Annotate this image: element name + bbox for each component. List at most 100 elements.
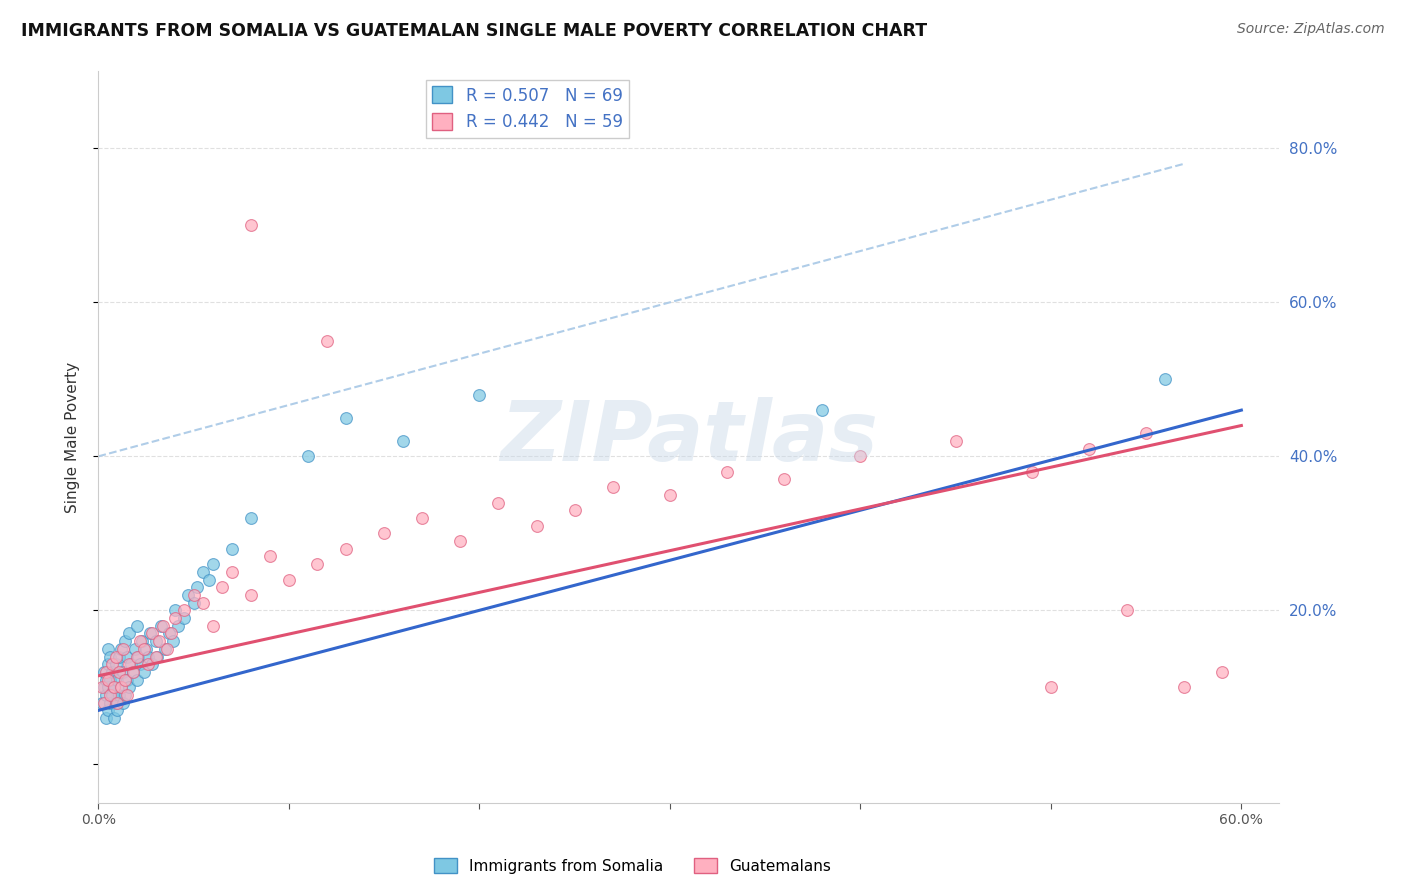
Point xyxy=(141,657,163,672)
Point xyxy=(97,641,120,656)
Point xyxy=(1116,603,1139,617)
Point xyxy=(110,681,132,695)
Point xyxy=(211,580,233,594)
Point xyxy=(146,649,169,664)
Point xyxy=(1135,426,1157,441)
Point xyxy=(148,634,170,648)
Point xyxy=(849,450,872,464)
Point xyxy=(1021,465,1043,479)
Point xyxy=(221,565,243,579)
Point xyxy=(93,696,115,710)
Point xyxy=(97,703,120,717)
Point xyxy=(163,603,186,617)
Point xyxy=(1211,665,1233,679)
Point xyxy=(239,219,262,233)
Point xyxy=(93,665,115,679)
Point xyxy=(107,673,129,687)
Point xyxy=(335,410,357,425)
Point xyxy=(104,649,127,664)
Point xyxy=(259,549,281,564)
Point xyxy=(118,626,141,640)
Point xyxy=(193,596,215,610)
Point xyxy=(811,403,834,417)
Point xyxy=(135,641,157,656)
Point xyxy=(103,681,125,695)
Point xyxy=(112,665,135,679)
Point xyxy=(239,588,262,602)
Point xyxy=(198,573,221,587)
Point xyxy=(157,626,180,640)
Point xyxy=(125,649,148,664)
Point xyxy=(120,657,142,672)
Point xyxy=(145,634,167,648)
Point xyxy=(121,665,143,679)
Point xyxy=(136,649,159,664)
Point xyxy=(98,696,121,710)
Point xyxy=(139,626,162,640)
Point xyxy=(316,334,339,348)
Point xyxy=(183,596,205,610)
Point xyxy=(125,673,148,687)
Point xyxy=(121,665,143,679)
Point xyxy=(159,626,181,640)
Point xyxy=(221,541,243,556)
Point xyxy=(449,534,471,549)
Point xyxy=(129,634,152,648)
Point xyxy=(773,472,796,486)
Point xyxy=(114,688,136,702)
Point xyxy=(134,665,156,679)
Point xyxy=(145,649,167,664)
Point xyxy=(392,434,415,448)
Point xyxy=(526,518,548,533)
Point xyxy=(141,626,163,640)
Point xyxy=(110,641,132,656)
Point xyxy=(335,541,357,556)
Point xyxy=(97,657,120,672)
Text: Source: ZipAtlas.com: Source: ZipAtlas.com xyxy=(1237,22,1385,37)
Point xyxy=(91,696,114,710)
Point xyxy=(163,611,186,625)
Point xyxy=(945,434,967,448)
Point xyxy=(115,673,138,687)
Point xyxy=(153,641,176,656)
Text: ZIPatlas: ZIPatlas xyxy=(501,397,877,477)
Point xyxy=(94,665,117,679)
Point xyxy=(136,657,159,672)
Point xyxy=(100,688,122,702)
Point xyxy=(658,488,681,502)
Point xyxy=(124,641,146,656)
Point xyxy=(201,557,224,571)
Point xyxy=(118,657,141,672)
Point xyxy=(97,681,120,695)
Point xyxy=(100,665,122,679)
Point xyxy=(98,673,121,687)
Point xyxy=(125,618,148,632)
Point xyxy=(114,673,136,687)
Point xyxy=(107,703,129,717)
Point xyxy=(173,603,195,617)
Point xyxy=(1039,681,1062,695)
Legend: R = 0.507   N = 69, R = 0.442   N = 59: R = 0.507 N = 69, R = 0.442 N = 59 xyxy=(426,79,630,137)
Point xyxy=(104,696,127,710)
Point xyxy=(307,557,329,571)
Point xyxy=(297,450,319,464)
Point xyxy=(411,511,433,525)
Point xyxy=(716,465,738,479)
Y-axis label: Single Male Poverty: Single Male Poverty xyxy=(65,361,80,513)
Point xyxy=(150,618,173,632)
Point xyxy=(1173,681,1195,695)
Point xyxy=(173,611,195,625)
Text: IMMIGRANTS FROM SOMALIA VS GUATEMALAN SINGLE MALE POVERTY CORRELATION CHART: IMMIGRANTS FROM SOMALIA VS GUATEMALAN SI… xyxy=(21,22,927,40)
Point xyxy=(103,681,125,695)
Point xyxy=(112,696,135,710)
Point xyxy=(98,688,121,702)
Point xyxy=(131,634,153,648)
Point xyxy=(108,649,131,664)
Point xyxy=(98,649,121,664)
Legend: Immigrants from Somalia, Guatemalans: Immigrants from Somalia, Guatemalans xyxy=(427,852,838,880)
Point xyxy=(94,711,117,725)
Point xyxy=(1078,442,1101,456)
Point xyxy=(193,565,215,579)
Point xyxy=(103,711,125,725)
Point xyxy=(156,641,179,656)
